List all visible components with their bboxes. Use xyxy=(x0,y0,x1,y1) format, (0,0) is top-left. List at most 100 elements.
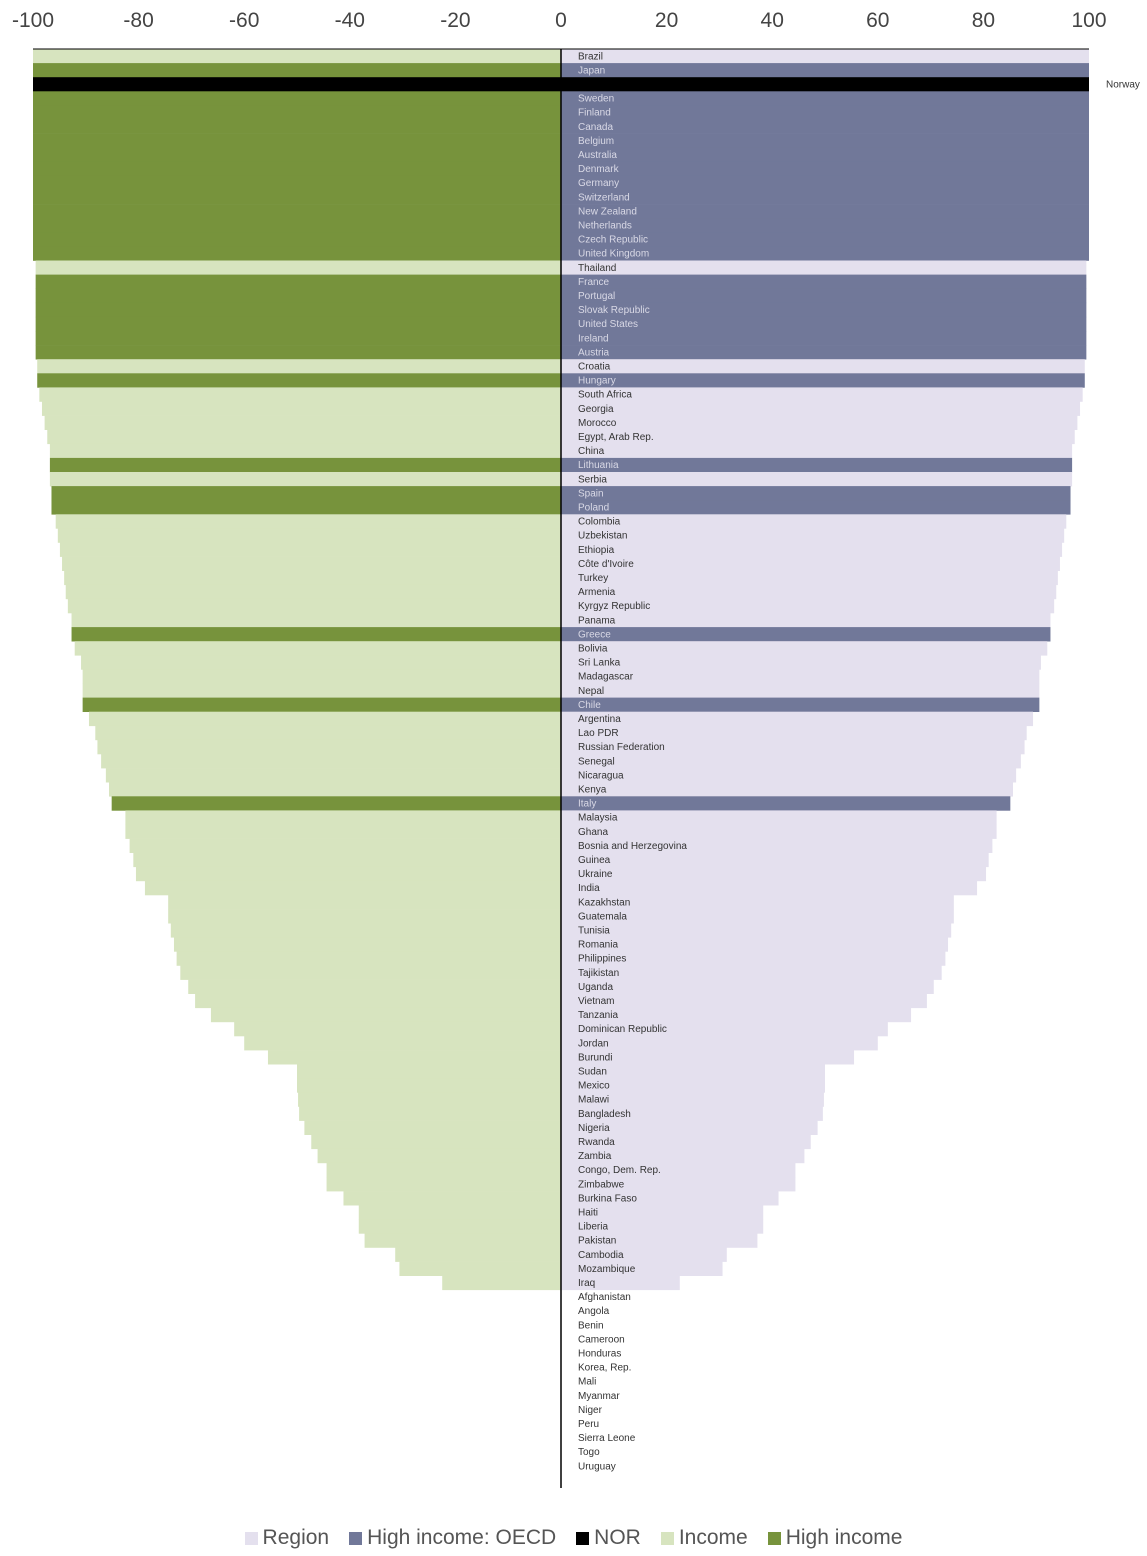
country-label: Dominican Republic xyxy=(578,1024,667,1035)
x-tick-label: 100 xyxy=(1071,9,1106,32)
right-bar xyxy=(561,1162,796,1178)
x-tick-label: -20 xyxy=(440,9,470,32)
right-bar xyxy=(561,1106,823,1121)
right-bar xyxy=(561,373,1085,388)
country-label: Liberia xyxy=(578,1222,608,1233)
left-bar xyxy=(267,1050,561,1065)
country-labels: Brazil Japan Norway Sweden Finland Canada Belg… xyxy=(578,51,1140,1472)
left-bar xyxy=(82,683,561,698)
country-label: Jordan xyxy=(578,1038,609,1049)
left-bar xyxy=(33,190,561,205)
right-bar xyxy=(561,175,1089,191)
right-bar xyxy=(561,1064,825,1079)
left-bar xyxy=(55,514,561,529)
legend-swatch xyxy=(767,1531,781,1545)
left-bar xyxy=(57,528,561,543)
right-bar xyxy=(561,810,997,825)
country-label: Malawi xyxy=(578,1095,609,1106)
country-label: Slovak Republic xyxy=(578,305,650,316)
country-label: Philippines xyxy=(578,954,626,965)
right-bar xyxy=(561,838,993,853)
country-label: Panama xyxy=(578,615,616,626)
legend-label: Income xyxy=(678,1526,748,1549)
right-bar xyxy=(561,204,1089,219)
country-label: Nigeria xyxy=(578,1123,610,1134)
left-bar xyxy=(210,1007,561,1023)
left-bar xyxy=(144,880,561,896)
left-bar xyxy=(326,1162,561,1178)
left-bar xyxy=(39,387,561,402)
left-bar xyxy=(125,810,562,825)
right-bar xyxy=(561,923,952,938)
right-bar xyxy=(561,542,1063,557)
right-bar xyxy=(561,528,1065,543)
left-bar xyxy=(111,796,561,811)
right-bar xyxy=(561,824,997,839)
right-bar xyxy=(561,1021,888,1037)
country-label: Sudan xyxy=(578,1066,607,1077)
country-label: Nicaragua xyxy=(578,770,624,781)
country-label: Sri Lanka xyxy=(578,658,621,669)
country-label: Bosnia and Herzegovina xyxy=(578,841,687,852)
right-bar xyxy=(561,105,1089,120)
left-bar xyxy=(364,1233,561,1248)
right-bar xyxy=(561,218,1089,233)
left-bar xyxy=(82,669,561,684)
left-bar xyxy=(64,570,561,586)
country-label: Kazakhstan xyxy=(578,897,630,908)
left-bar xyxy=(35,331,561,346)
country-label: Romania xyxy=(578,940,618,951)
country-label: Haiti xyxy=(578,1207,598,1218)
left-bar xyxy=(101,754,561,769)
country-label: Honduras xyxy=(578,1348,621,1359)
country-label: Uruguay xyxy=(578,1461,616,1472)
legend-swatch xyxy=(349,1531,363,1545)
legend-item: High income xyxy=(767,1526,903,1550)
country-label: Spain xyxy=(578,488,604,499)
country-label: Niger xyxy=(578,1405,603,1416)
country-label: Tunisia xyxy=(578,925,610,936)
legend-label: Region xyxy=(262,1526,330,1549)
country-label: Tanzania xyxy=(578,1010,618,1021)
left-bar xyxy=(168,909,561,924)
left-bar xyxy=(33,119,561,134)
right-bar xyxy=(561,387,1083,402)
country-label: Lao PDR xyxy=(578,728,619,739)
country-label: Switzerland xyxy=(578,192,630,203)
legend-label: High income xyxy=(785,1526,903,1549)
left-bar xyxy=(168,895,561,910)
right-bar xyxy=(561,246,1089,261)
country-label: Angola xyxy=(578,1306,610,1317)
right-bar xyxy=(561,1148,805,1164)
right-bar xyxy=(561,979,934,994)
left-bar xyxy=(395,1247,561,1262)
left-bar xyxy=(299,1106,561,1121)
country-label: Uzbekistan xyxy=(578,531,627,542)
left-bar xyxy=(51,486,561,501)
right-bar xyxy=(561,1092,824,1107)
right-bar xyxy=(561,1134,811,1150)
right-bar xyxy=(561,937,949,952)
right-bar xyxy=(561,472,1073,487)
country-label: Georgia xyxy=(578,404,614,415)
country-label: Russian Federation xyxy=(578,742,665,753)
left-bar xyxy=(88,711,561,727)
left-bar xyxy=(176,951,561,966)
right-bar xyxy=(561,119,1089,134)
right-bar xyxy=(561,613,1051,628)
right-bar xyxy=(561,768,1017,783)
right-bar xyxy=(561,683,1040,698)
left-bar xyxy=(33,204,561,219)
right-bar xyxy=(561,909,954,924)
left-bar xyxy=(35,316,561,332)
country-label: Serbia xyxy=(578,474,607,485)
right-bar xyxy=(561,598,1055,614)
right-bar xyxy=(561,1205,764,1220)
right-bar xyxy=(561,147,1089,163)
country-label: Mozambique xyxy=(578,1264,636,1275)
left-bar xyxy=(71,627,561,642)
legend-swatch xyxy=(576,1531,590,1545)
left-bar xyxy=(442,1275,561,1291)
country-label: China xyxy=(578,446,605,457)
legend-item: Income xyxy=(660,1526,748,1550)
